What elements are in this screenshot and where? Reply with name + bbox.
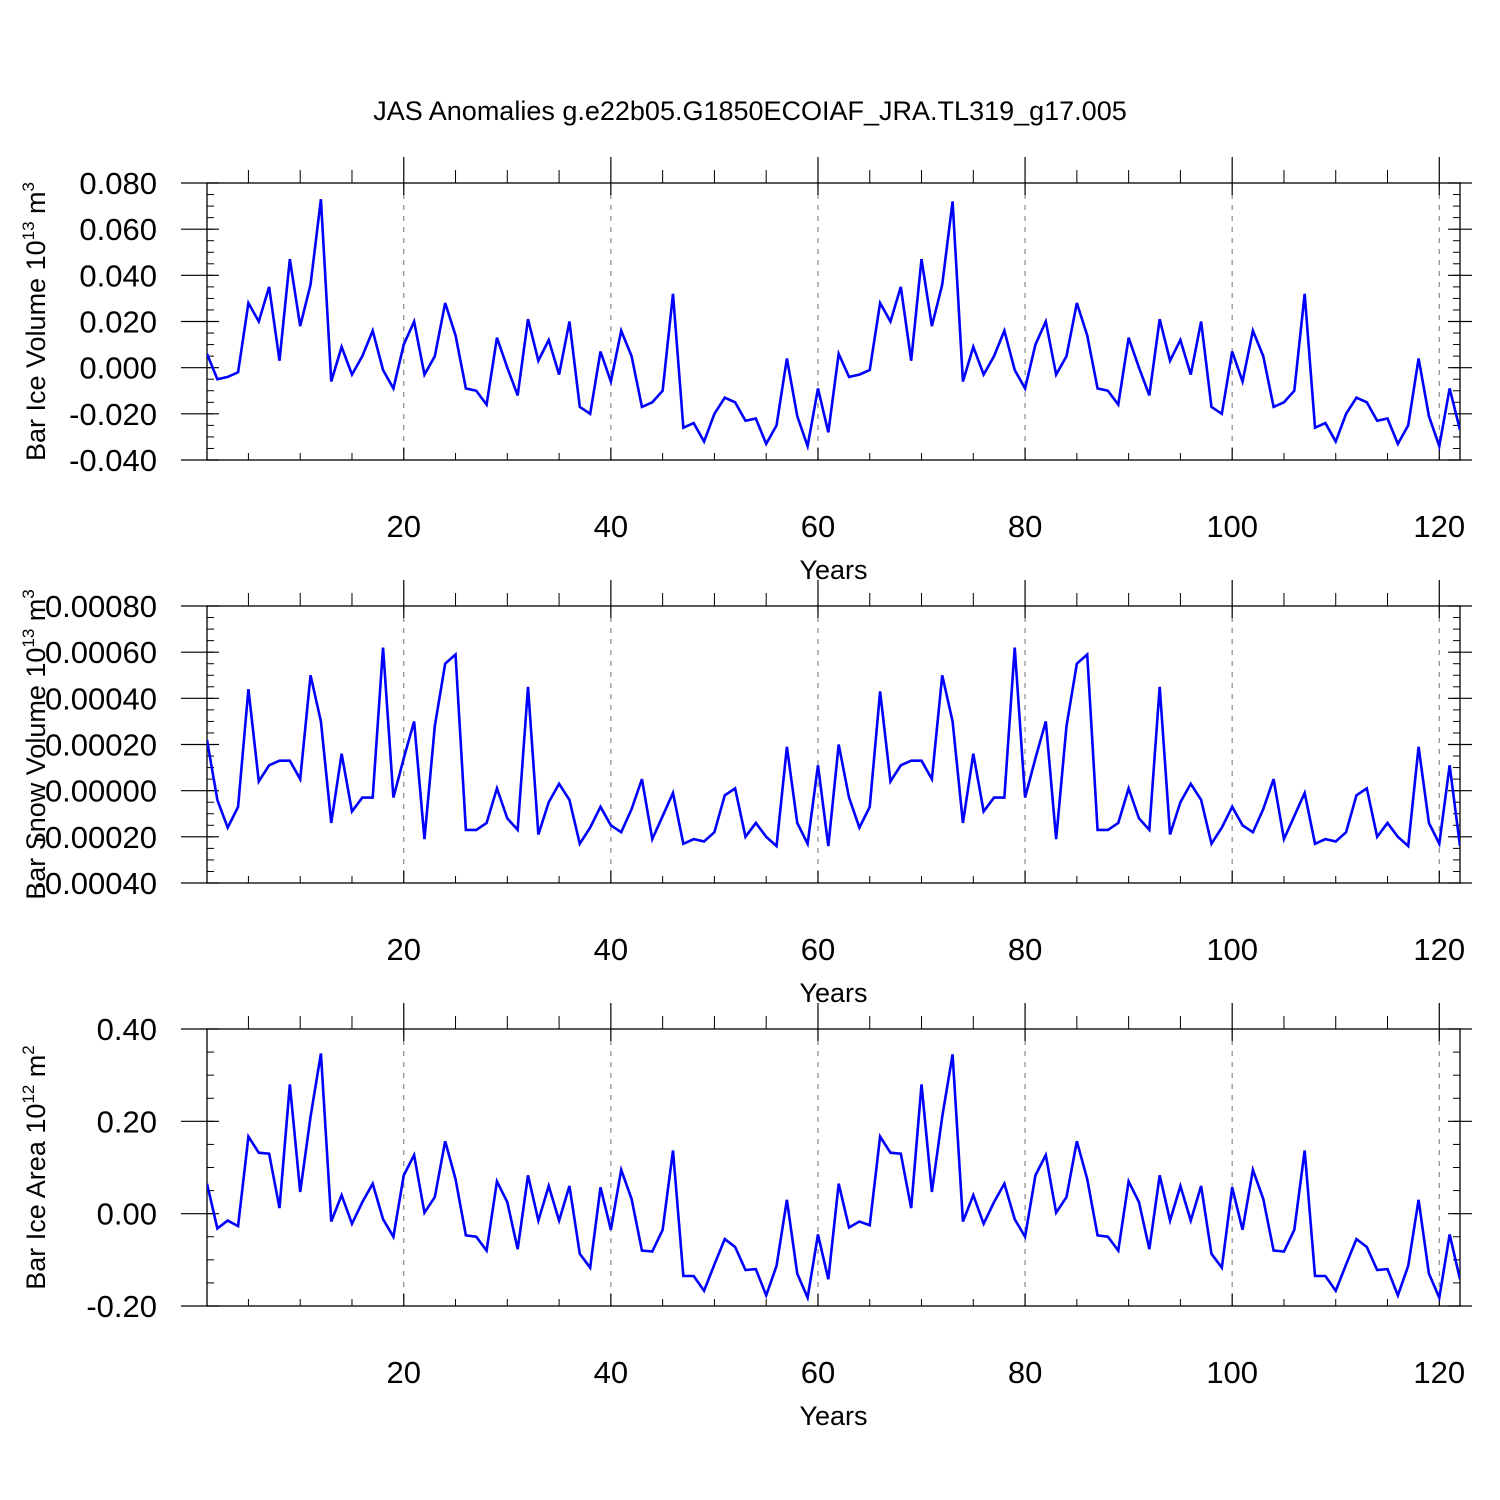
y-axis-label-unit: m xyxy=(21,191,51,221)
x-tick-label: 60 xyxy=(801,509,835,544)
y-tick-label: -0.20 xyxy=(86,1289,157,1324)
y-tick-label: 0.00020 xyxy=(45,728,157,763)
y-tick-label: 0.000 xyxy=(79,351,157,386)
y-axis-label-base: Bar Ice Area 10 xyxy=(21,1104,51,1290)
figure-title: JAS Anomalies g.e22b05.G1850ECOIAF_JRA.T… xyxy=(373,96,1126,126)
x-tick-label: 40 xyxy=(594,932,628,967)
plot-frame xyxy=(206,605,1461,884)
x-tick-label: 80 xyxy=(1008,932,1042,967)
x-tick-label: 20 xyxy=(387,932,421,967)
x-tick-label: 40 xyxy=(594,509,628,544)
y-tick-label: 0.00000 xyxy=(45,774,157,809)
x-tick-label: 60 xyxy=(801,1355,835,1390)
x-tick-label: 120 xyxy=(1413,1355,1465,1390)
y-axis-label-unit-exponent: 3 xyxy=(19,589,38,598)
y-tick-label: 0.00060 xyxy=(45,635,157,670)
y-tick-label: -0.00020 xyxy=(35,820,157,855)
y-axis-label: Bar Ice Volume 1013 m3 xyxy=(19,182,51,461)
y-tick-label: 0.040 xyxy=(79,258,157,293)
x-tick-label: 100 xyxy=(1206,1355,1258,1390)
x-tick-label: 120 xyxy=(1413,932,1465,967)
y-tick-label: 0.00 xyxy=(97,1197,157,1232)
y-axis-label-unit: m xyxy=(21,599,51,629)
y-tick-label: -0.040 xyxy=(69,443,157,478)
x-tick-label: 80 xyxy=(1008,1355,1042,1390)
chart-panel-3: -0.20 0.00 0.20 0.40 20 40 60 80 100 120 Years Bar … xyxy=(19,1003,1472,1431)
x-tick-label: 80 xyxy=(1008,509,1042,544)
plot-frame xyxy=(206,182,1461,461)
x-tick-label: 20 xyxy=(387,509,421,544)
y-axis-label-base: Bar Ice Volume 10 xyxy=(21,240,51,461)
plot-frame xyxy=(206,1028,1461,1307)
x-tick-label: 40 xyxy=(594,1355,628,1390)
y-tick-label: 0.020 xyxy=(79,305,157,340)
x-axis-label: Years xyxy=(799,978,867,1008)
x-axis-label: Years xyxy=(799,1401,867,1431)
y-axis-label-exponent: 13 xyxy=(19,221,38,240)
x-tick-label: 100 xyxy=(1206,509,1258,544)
y-tick-label: 0.20 xyxy=(97,1104,157,1139)
y-axis-label-unit: m xyxy=(21,1055,51,1085)
chart-panel-1: -0.040 -0.020 0.000 0.020 0.040 0.060 0.080 20 4… xyxy=(19,157,1472,585)
y-tick-label: -0.020 xyxy=(69,397,157,432)
y-axis-label-unit-exponent: 2 xyxy=(19,1045,38,1054)
y-tick-label: 0.00080 xyxy=(45,589,157,624)
y-tick-label: 0.00040 xyxy=(45,681,157,716)
series-line-bar-snow-volume xyxy=(207,647,1460,849)
x-tick-label: 20 xyxy=(387,1355,421,1390)
x-tick-label: 120 xyxy=(1413,509,1465,544)
y-axis-label-base: Bar Snow Volume 10 xyxy=(21,648,51,900)
chart-panel-2: -0.00040 -0.00020 0.00000 0.00020 0.00040 0.0… xyxy=(19,580,1472,1008)
x-axis-label: Years xyxy=(799,555,867,585)
y-tick-label: 0.080 xyxy=(79,166,157,201)
series-line-bar-ice-volume xyxy=(207,199,1460,452)
x-tick-label: 100 xyxy=(1206,932,1258,967)
y-axis-label: Bar Snow Volume 1013 m3 xyxy=(19,589,51,900)
y-axis-label-unit-exponent: 3 xyxy=(19,182,38,191)
series-line-bar-ice-area xyxy=(207,1053,1460,1303)
y-axis-label-exponent: 12 xyxy=(19,1085,38,1104)
x-tick-label: 60 xyxy=(801,932,835,967)
y-axis-label-exponent: 13 xyxy=(19,629,38,648)
y-tick-label: -0.00040 xyxy=(35,866,157,901)
y-tick-label: 0.40 xyxy=(97,1012,157,1047)
y-axis-label: Bar Ice Area 1012 m2 xyxy=(19,1045,51,1290)
y-tick-label: 0.060 xyxy=(79,212,157,247)
panels-container: -0.040 -0.020 0.000 0.020 0.040 0.060 0.080 20 4… xyxy=(19,157,1472,1431)
